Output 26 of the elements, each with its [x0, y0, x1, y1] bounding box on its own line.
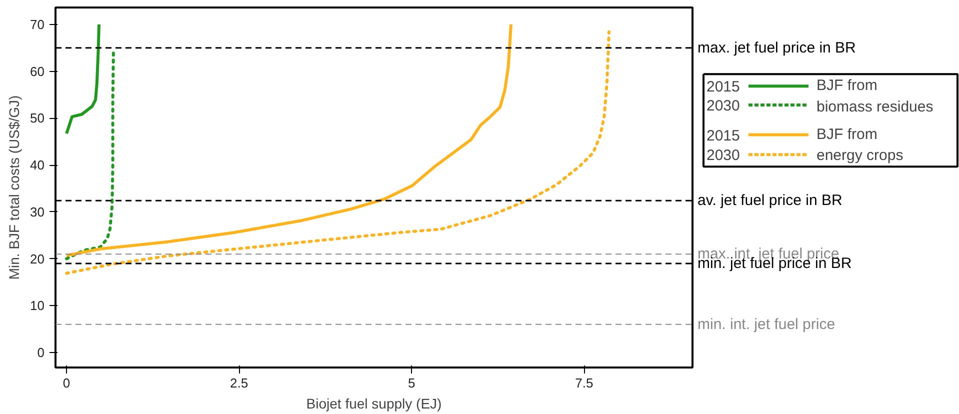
x-tick-label: 5 — [408, 376, 416, 390]
y-tick-label: 60 — [30, 64, 45, 79]
x-axis-title: Biojet fuel supply (EJ) — [306, 396, 442, 412]
line-series — [65, 22, 100, 136]
y-tick-label: 30 — [30, 204, 45, 220]
y-tick-label: 40 — [30, 158, 45, 172]
line-series — [65, 22, 512, 257]
x-tick-label: 2.5 — [230, 376, 248, 390]
text: BJF from biomass residues — [816, 77, 934, 116]
ref-line-label: max. jet fuel price in BR — [698, 39, 856, 56]
y-axis-title: Min. BJF total costs (US$/GJ) — [6, 95, 22, 280]
y-tick-label: 0 — [37, 345, 45, 360]
ref-line-label: min. int. jet fuel price — [698, 316, 836, 333]
y-tick-label: 20 — [30, 251, 45, 266]
legend-label: 2015 — [706, 78, 740, 96]
y-tick-label: 70 — [30, 16, 45, 32]
line-series — [65, 30, 610, 275]
text: BJF from energy crops — [816, 126, 904, 164]
y-tick-label: 10 — [30, 298, 45, 314]
legend-label: 2030 — [706, 147, 740, 164]
ref-line-label: av. jet fuel price in BR — [698, 192, 842, 210]
x-tick-label: 7.5 — [575, 376, 594, 390]
y-tick-label: 50 — [30, 110, 45, 126]
x-tick-label: 0 — [62, 376, 70, 390]
legend-label: 2030 — [706, 97, 740, 114]
legend-label: 2015 — [706, 127, 740, 144]
